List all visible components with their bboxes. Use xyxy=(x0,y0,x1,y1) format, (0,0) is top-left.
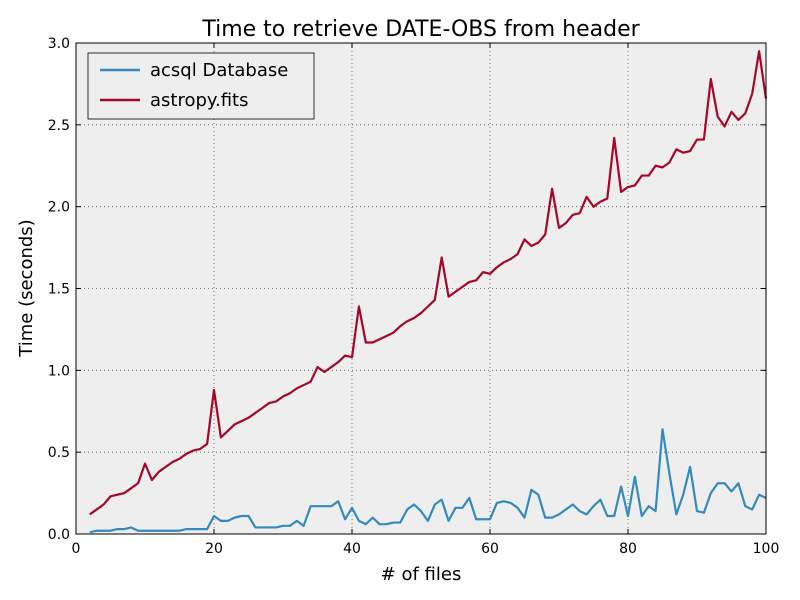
y-tick-label: 0.5 xyxy=(48,445,70,461)
x-tick-label: 40 xyxy=(343,541,361,557)
x-tick-label: 60 xyxy=(481,541,499,557)
x-axis-title: # of files xyxy=(381,564,462,585)
legend-label-astropy-fits: astropy.fits xyxy=(150,90,249,111)
axis-ticks: 0 20 40 60 80 100 0.0 0.5 1.0 1.5 2.0 2.5 3.0 xyxy=(48,36,780,557)
grid xyxy=(76,43,766,534)
y-tick-label: 2.5 xyxy=(48,118,70,134)
x-tick-label: 80 xyxy=(619,541,637,557)
chart-title: Time to retrieve DATE-OBS from header xyxy=(201,17,640,42)
legend-box xyxy=(87,52,315,120)
legend-label-acsql-database: acsql Database xyxy=(150,60,288,81)
series-line-acsql-database xyxy=(89,428,767,534)
y-tick-label: 0.0 xyxy=(48,527,70,543)
y-tick-label: 3.0 xyxy=(48,36,70,52)
x-tick-label: 100 xyxy=(753,541,780,557)
y-tick-label: 2.0 xyxy=(48,200,70,216)
y-tick-label: 1.5 xyxy=(48,282,70,298)
y-tick-label: 1.0 xyxy=(48,363,70,379)
y-axis-title: Time (seconds) xyxy=(16,219,37,357)
legend: acsql Database astropy.fits xyxy=(87,52,315,120)
x-tick-label: 0 xyxy=(72,541,81,557)
series-lines xyxy=(89,50,768,534)
x-tick-label: 20 xyxy=(205,541,223,557)
series-line-astropy-fits xyxy=(89,50,768,516)
